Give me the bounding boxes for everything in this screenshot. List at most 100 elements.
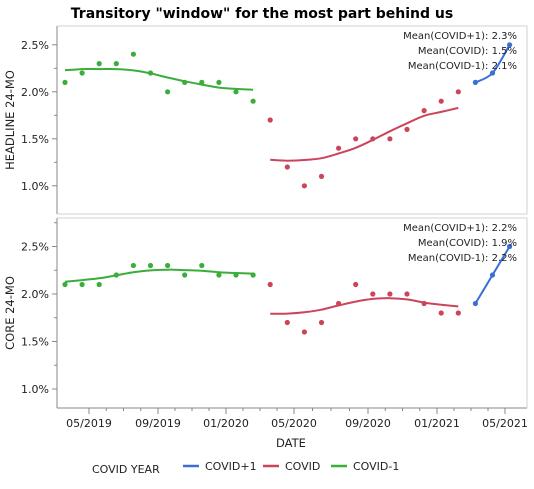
y-tick-label: 2.5% — [21, 241, 49, 254]
data-point — [370, 291, 376, 297]
legend-label: COVID+1 — [205, 460, 257, 473]
y-tick-label: 1.5% — [21, 336, 49, 349]
series-covid — [267, 89, 461, 189]
data-point — [284, 164, 290, 170]
data-point — [113, 272, 119, 278]
mean-annotation: Mean(COVID-1): 2.1% — [408, 61, 517, 72]
data-point — [284, 319, 290, 326]
data-point — [336, 145, 342, 151]
data-point — [79, 70, 85, 76]
data-point — [250, 98, 256, 104]
fit-line — [270, 297, 459, 315]
x-tick-label: 05/2021 — [482, 417, 528, 430]
data-point — [147, 262, 154, 269]
data-point — [421, 300, 427, 307]
data-point — [182, 79, 188, 85]
fit-line — [64, 68, 254, 91]
series-covidminus1 — [62, 51, 256, 104]
legend-label: COVID — [285, 460, 320, 473]
data-point — [318, 173, 325, 179]
x-tick-label: 05/2020 — [271, 417, 317, 430]
data-point — [165, 262, 171, 269]
data-point — [79, 281, 85, 288]
fit-line — [270, 106, 459, 162]
x-tick-label: 01/2021 — [414, 417, 460, 430]
data-point — [62, 79, 68, 85]
data-point — [130, 51, 136, 57]
data-point — [182, 272, 188, 278]
data-point — [336, 300, 342, 307]
mean-annotation: Mean(COVID): 1.9% — [418, 238, 517, 249]
data-point — [233, 272, 239, 278]
legend-item-covidplus1: COVID+1 — [183, 460, 257, 473]
data-point — [455, 89, 461, 95]
data-point — [353, 281, 359, 288]
legend-item-covid: COVID — [263, 460, 320, 473]
y-axis-label: HEADLINE 24-MO — [3, 70, 17, 170]
data-point — [318, 319, 325, 326]
data-point — [96, 61, 102, 67]
panel-core: 1.0% 1.5% 2.0% 2.5% CORE 24-MO Mean(COVID+1):… — [3, 217, 528, 409]
panel-headline: 1.0% 1.5% 2.0% 2.5% HEADLINE 24-MO Mean(COVID… — [3, 25, 528, 215]
data-point — [165, 89, 171, 95]
data-point — [216, 272, 222, 278]
data-point — [489, 272, 496, 278]
series-covid — [267, 281, 461, 335]
x-axis: 05/2019 09/2019 01/2020 05/2020 09/2020 01/20… — [66, 408, 528, 430]
fit-line — [64, 268, 254, 283]
legend: COVID YEAR COVID+1 COVID COVID-1 — [92, 460, 399, 476]
data-point — [199, 262, 205, 269]
data-point — [233, 89, 239, 95]
legend-label: COVID-1 — [353, 460, 399, 473]
x-tick-label: 05/2019 — [66, 417, 112, 430]
data-point — [507, 243, 513, 250]
y-tick-label: 1.0% — [21, 383, 49, 396]
x-tick-label: 01/2020 — [203, 417, 249, 430]
y-axis-label: CORE 24-MO — [3, 276, 17, 350]
data-point — [301, 183, 307, 189]
plot-panels: 1.0% 1.5% 2.0% 2.5% HEADLINE 24-MO Mean(COVID… — [3, 25, 528, 409]
x-tick-label: 09/2019 — [135, 417, 181, 430]
y-tick-label: 2.0% — [21, 288, 49, 301]
y-tick-label: 2.5% — [21, 39, 49, 52]
data-point — [267, 117, 273, 123]
data-point — [147, 70, 154, 76]
data-point — [404, 126, 410, 132]
data-point — [113, 61, 119, 67]
data-point — [472, 79, 478, 85]
series-covidplus1 — [472, 243, 513, 307]
data-point — [387, 291, 393, 297]
data-point — [130, 262, 136, 269]
y-tick-label: 1.5% — [21, 133, 49, 146]
data-point — [507, 42, 513, 48]
x-tick-label: 09/2020 — [345, 417, 391, 430]
data-point — [96, 281, 102, 288]
mean-annotation: Mean(COVID+1): 2.2% — [403, 223, 517, 234]
data-point — [455, 310, 461, 316]
y-tick-label: 1.0% — [21, 180, 49, 193]
chart-title: Transitory "window" for the most part be… — [71, 6, 453, 22]
data-point — [438, 310, 444, 316]
data-point — [472, 300, 478, 307]
data-point — [250, 272, 256, 278]
data-point — [438, 98, 444, 104]
legend-item-covidminus1: COVID-1 — [331, 460, 399, 473]
legend-title: COVID YEAR — [92, 463, 160, 476]
data-point — [489, 70, 496, 76]
x-axis-label: DATE — [276, 436, 306, 450]
data-point — [421, 108, 427, 114]
mean-annotation: Mean(COVID-1): 2.2% — [408, 253, 517, 264]
data-point — [404, 291, 410, 297]
data-point — [267, 281, 273, 288]
mean-annotation: Mean(COVID+1): 2.3% — [403, 31, 517, 42]
series-covidminus1 — [62, 262, 256, 288]
data-point — [370, 136, 376, 142]
data-point — [301, 329, 307, 335]
data-point — [216, 79, 222, 85]
data-point — [353, 136, 359, 142]
data-point — [387, 136, 393, 142]
data-point — [62, 281, 68, 288]
y-tick-label: 2.0% — [21, 86, 49, 99]
mean-annotation: Mean(COVID): 1.5% — [418, 46, 517, 57]
